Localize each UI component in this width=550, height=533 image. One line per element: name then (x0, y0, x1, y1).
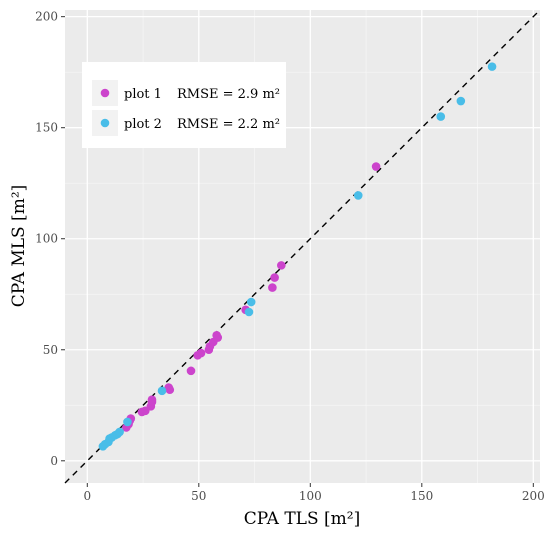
data-point-plot-2 (353, 191, 363, 200)
legend-rmse-plot-1: RMSE = 2.9 m² (177, 87, 280, 102)
legend-marker-plot-1 (100, 88, 110, 98)
one-to-one-reference-line (64, 9, 541, 484)
data-point-plot-1 (371, 162, 381, 171)
data-point-plot-2 (244, 307, 254, 317)
y-tick-label: 200 (35, 10, 58, 24)
y-tick-label: 150 (35, 121, 58, 135)
x-tick-label: 200 (522, 489, 545, 503)
x-tick-label: 100 (299, 489, 322, 503)
legend-label-plot-2: plot 2 (124, 117, 162, 132)
data-point-plot-1 (277, 261, 286, 270)
data-point-plot-1 (213, 333, 223, 342)
data-point-plot-2 (157, 386, 167, 396)
legend-marker-plot-2 (100, 118, 110, 128)
y-tick-label: 50 (43, 343, 58, 357)
x-tick-label: 50 (191, 489, 206, 503)
legend: plot 1 RMSE = 2.9 m² plot 2 RMSE = 2.2 m… (82, 62, 286, 148)
x-axis-title: CPA TLS [m²] (244, 509, 360, 529)
y-axis-ticks: 0 50 100 150 200 (35, 10, 65, 468)
legend-label-plot-1: plot 1 (124, 87, 162, 102)
x-axis-ticks: 0 50 100 150 200 (83, 483, 545, 503)
y-axis-title: CPA MLS [m²] (9, 185, 29, 308)
x-tick-label: 150 (410, 489, 433, 503)
data-point-plot-2 (115, 427, 124, 437)
y-tick-label: 0 (50, 454, 58, 468)
data-point-plot-2 (456, 96, 466, 106)
data-point-plot-1 (268, 283, 277, 292)
data-point-plot-2 (123, 417, 132, 427)
data-point-plot-1 (196, 348, 206, 358)
x-tick-label: 0 (83, 489, 91, 503)
data-point-plot-2 (246, 297, 256, 307)
y-tick-label: 100 (35, 232, 58, 246)
data-point-plot-2 (487, 62, 497, 71)
data-point-plot-1 (186, 366, 196, 376)
legend-rmse-plot-2: RMSE = 2.2 m² (177, 117, 280, 132)
data-point-plot-2 (436, 112, 446, 121)
data-point-plot-1 (270, 273, 279, 282)
data-point-plot-1 (165, 385, 175, 395)
data-points (98, 62, 497, 451)
data-point-plot-1 (147, 395, 157, 405)
